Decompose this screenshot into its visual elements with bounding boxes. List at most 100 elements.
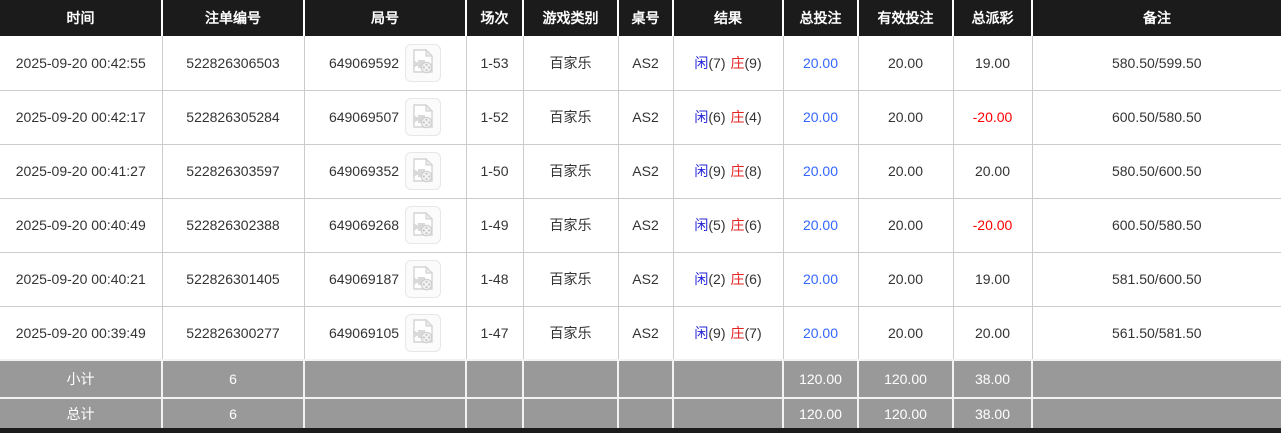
cell-bet-id: 522826302388 (162, 198, 305, 253)
cell-game-type: 百家乐 (523, 90, 619, 145)
video-replay-button[interactable] (405, 43, 442, 82)
grand-total-spacer (466, 397, 524, 428)
cell-total-bet: 20.00 (783, 90, 859, 145)
cell-game-type: 百家乐 (523, 252, 619, 307)
cell-round: 649069268 (304, 198, 467, 253)
cell-time: 2025-09-20 00:39:49 (0, 306, 163, 361)
video-replay-button[interactable] (405, 98, 442, 136)
subtotal-spacer (618, 359, 674, 398)
result-banker-label: 庄 (730, 163, 745, 179)
cell-payout: -20.00 (953, 90, 1033, 145)
video-replay-icon (410, 264, 436, 295)
cell-payout: 20.00 (953, 144, 1033, 199)
cell-result: 闲(2) 庄(6) (673, 252, 784, 307)
grand-total-spacer (673, 397, 784, 428)
cell-remark: 580.50/600.50 (1032, 144, 1281, 199)
cell-payout: 19.00 (953, 252, 1033, 307)
cell-table-no: AS2 (618, 252, 674, 307)
cell-round: 649069352 (304, 144, 467, 199)
video-replay-button[interactable] (405, 313, 442, 352)
result-banker-label: 庄 (730, 109, 745, 125)
result-banker-label: 庄 (730, 324, 745, 341)
cell-remark: 600.50/580.50 (1032, 90, 1281, 145)
cell-remark: 561.50/581.50 (1032, 306, 1281, 361)
result-banker-score: (6) (744, 271, 762, 287)
cell-result: 闲(6) 庄(4) (673, 90, 784, 145)
round-number: 649069507 (328, 109, 400, 125)
cell-table-no: AS2 (618, 90, 674, 145)
result-player-label: 闲 (694, 54, 709, 71)
grand-total-spacer (304, 397, 467, 428)
grand-total-spacer (523, 397, 619, 428)
cell-time: 2025-09-20 00:42:17 (0, 90, 163, 145)
cell-session: 1-49 (466, 198, 524, 253)
table-row: 2025-09-20 00:42:17 522826305284 6490695… (0, 90, 1281, 145)
grand-total-spacer (1032, 397, 1281, 428)
cell-valid-bet: 20.00 (858, 306, 954, 361)
result-player-score: (6) (708, 109, 726, 125)
subtotal-spacer (466, 359, 524, 398)
cell-total-bet: 20.00 (783, 198, 859, 253)
cell-game-type: 百家乐 (523, 36, 619, 91)
subtotal-count: 6 (162, 359, 305, 398)
header-payout: 总派彩 (953, 0, 1033, 36)
cell-round: 649069187 (304, 252, 467, 307)
subtotal-total-bet: 120.00 (783, 359, 859, 398)
grand-total-total-bet: 120.00 (783, 397, 859, 428)
header-time: 时间 (0, 0, 163, 36)
video-replay-icon (410, 210, 436, 241)
header-session: 场次 (466, 0, 524, 36)
video-replay-button[interactable] (405, 206, 442, 244)
header-table-no: 桌号 (618, 0, 674, 36)
result-player-label: 闲 (694, 109, 709, 125)
grand-total-spacer (618, 397, 674, 428)
cell-game-type: 百家乐 (523, 144, 619, 199)
header-game-type: 游戏类别 (523, 0, 619, 36)
cell-valid-bet: 20.00 (858, 252, 954, 307)
result-banker-score: (4) (744, 109, 762, 125)
cell-session: 1-53 (466, 36, 524, 91)
result-banker-score: (9) (744, 54, 762, 71)
table-row: 2025-09-20 00:39:49 522826300277 6490691… (0, 306, 1281, 361)
cell-total-bet: 20.00 (783, 144, 859, 199)
cell-bet-id: 522826305284 (162, 90, 305, 145)
cell-valid-bet: 20.00 (858, 90, 954, 145)
subtotal-spacer (1032, 359, 1281, 398)
cell-valid-bet: 20.00 (858, 36, 954, 91)
cell-result: 闲(9) 庄(8) (673, 144, 784, 199)
total-bet-link[interactable]: 20.00 (802, 324, 839, 341)
cell-payout: -20.00 (953, 198, 1033, 253)
cell-result: 闲(5) 庄(6) (673, 198, 784, 253)
cell-session: 1-52 (466, 90, 524, 145)
total-bet-link[interactable]: 20.00 (802, 271, 839, 287)
cell-time: 2025-09-20 00:42:55 (0, 36, 163, 91)
cell-game-type: 百家乐 (523, 198, 619, 253)
total-bet-link[interactable]: 20.00 (802, 217, 839, 233)
header-bet-id: 注单编号 (162, 0, 305, 36)
cell-time: 2025-09-20 00:41:27 (0, 144, 163, 199)
result-banker-label: 庄 (730, 54, 745, 71)
table-row: 2025-09-20 00:40:21 522826301405 6490691… (0, 252, 1281, 307)
round-number: 649069268 (328, 217, 400, 233)
cell-bet-id: 522826300277 (162, 306, 305, 361)
grand-total-row: 总计 6 120.00 120.00 38.00 (0, 397, 1281, 428)
result-player-score: (7) (708, 54, 726, 71)
video-replay-icon (410, 47, 436, 78)
cell-remark: 581.50/600.50 (1032, 252, 1281, 307)
result-player-score: (5) (708, 217, 726, 233)
result-banker-score: (7) (744, 324, 762, 341)
result-player-score: (9) (708, 163, 726, 179)
total-bet-link[interactable]: 20.00 (802, 54, 839, 71)
video-replay-icon (410, 156, 436, 187)
cell-bet-id: 522826303597 (162, 144, 305, 199)
result-player-label: 闲 (694, 217, 709, 233)
video-replay-button[interactable] (405, 152, 442, 190)
total-bet-link[interactable]: 20.00 (802, 109, 839, 125)
subtotal-label: 小计 (0, 359, 163, 398)
video-replay-button[interactable] (405, 260, 442, 298)
cell-game-type: 百家乐 (523, 306, 619, 361)
total-bet-link[interactable]: 20.00 (802, 163, 839, 179)
cell-session: 1-47 (466, 306, 524, 361)
cell-bet-id: 522826306503 (162, 36, 305, 91)
